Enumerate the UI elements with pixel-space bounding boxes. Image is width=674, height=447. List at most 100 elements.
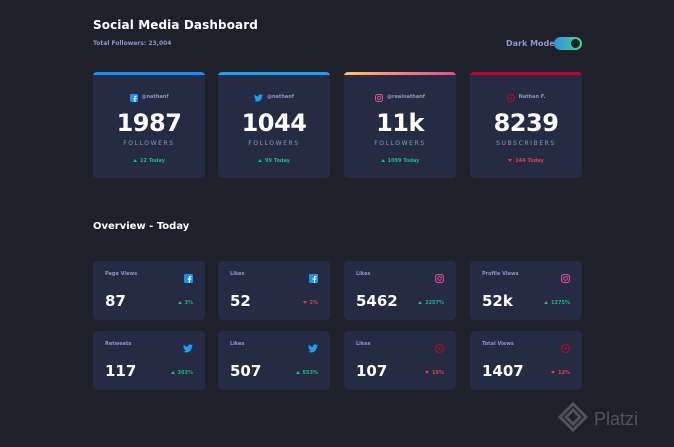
overview-value: 87 <box>105 292 126 310</box>
overview-value: 117 <box>105 362 137 380</box>
twitter-icon <box>183 338 193 357</box>
follower-unit: FOLLOWERS <box>248 140 300 147</box>
arrow-up-icon <box>295 371 300 374</box>
follower-count: 1044 <box>241 109 307 137</box>
toggle-knob <box>571 39 580 48</box>
overview-label: Page Views <box>105 271 138 277</box>
card-handle: @realnathanf <box>387 93 425 100</box>
overview-change: 3% <box>177 300 194 306</box>
today-change-text: 144 Today <box>515 158 544 164</box>
platzi-watermark: Platzi <box>557 401 639 436</box>
follower-unit: SUBSCRIBERS <box>496 140 556 147</box>
overview-card-retweets[interactable]: Retweets 117 303% <box>93 331 205 390</box>
today-change-text: 1099 Today <box>387 158 420 164</box>
watermark-text: Platzi <box>594 408 639 429</box>
facebook-icon <box>184 268 193 287</box>
overview-label: Likes <box>230 271 245 277</box>
card-accent-bar <box>218 72 330 75</box>
overview-card-instagram-likes[interactable]: Likes 5462 2257% <box>344 261 456 320</box>
overview-label: Total Views <box>482 341 514 347</box>
youtube-icon <box>435 338 444 357</box>
today-change-text: 99 Today <box>265 158 290 164</box>
youtube-icon <box>561 338 570 357</box>
overview-label: Likes <box>356 271 371 277</box>
instagram-icon <box>375 87 384 106</box>
overview-card-profile-views[interactable]: Profile Views 52k 1375% <box>470 261 582 320</box>
overview-value: 107 <box>356 362 388 380</box>
overview-change: 12% <box>551 370 570 376</box>
overview-change: 1375% <box>544 300 570 306</box>
page-title: Social Media Dashboard <box>93 18 258 32</box>
card-handle: @nathanf <box>141 93 169 100</box>
overview-value: 1407 <box>482 362 524 380</box>
overview-value: 507 <box>230 362 262 380</box>
overview-label: Likes <box>356 341 371 347</box>
card-instagram[interactable]: @realnathanf 11k FOLLOWERS 1099 Today <box>344 72 456 178</box>
follower-count: 1987 <box>116 109 182 137</box>
overview-card-twitter-likes[interactable]: Likes 507 553% <box>218 331 330 390</box>
overview-title: Overview - Today <box>93 221 190 232</box>
card-facebook[interactable]: @nathanf 1987 FOLLOWERS 12 Today <box>93 72 205 178</box>
arrow-down-icon <box>425 371 430 374</box>
instagram-icon <box>561 268 570 287</box>
overview-change-text: 303% <box>177 370 193 376</box>
overview-card-page-views[interactable]: Page Views 87 3% <box>93 261 205 320</box>
today-change-text: 12 Today <box>140 158 165 164</box>
arrow-up-icon <box>133 159 138 162</box>
facebook-icon <box>309 268 318 287</box>
dark-mode-label: Dark Mode <box>506 39 555 48</box>
card-accent-bar <box>93 72 205 75</box>
card-handle: @nathanf <box>267 93 294 100</box>
overview-label: Likes <box>230 341 245 347</box>
arrow-up-icon <box>170 371 175 374</box>
overview-card-facebook-likes[interactable]: Likes 52 2% <box>218 261 330 320</box>
youtube-icon <box>506 87 515 106</box>
arrow-up-icon <box>544 301 549 304</box>
overview-label: Retweets <box>105 341 132 347</box>
card-handle: Nathan F. <box>518 93 546 100</box>
instagram-icon <box>435 268 444 287</box>
overview-value: 52k <box>482 292 513 310</box>
arrow-up-icon <box>380 159 385 162</box>
overview-change: 19% <box>425 370 444 376</box>
arrow-down-icon <box>508 159 513 162</box>
overview-change-text: 553% <box>302 370 318 376</box>
overview-change: 2% <box>302 300 319 306</box>
follower-unit: FOLLOWERS <box>374 140 426 147</box>
dark-mode-toggle[interactable] <box>554 37 582 50</box>
today-change: 12 Today <box>93 158 205 164</box>
platzi-logo-icon <box>557 401 589 436</box>
arrow-down-icon <box>302 301 307 304</box>
twitter-icon <box>254 87 263 106</box>
today-change: 99 Today <box>218 158 330 164</box>
overview-change-text: 3% <box>184 300 194 306</box>
overview-change: 553% <box>295 370 318 376</box>
follower-count: 8239 <box>493 109 559 137</box>
arrow-up-icon <box>418 301 423 304</box>
card-accent-bar <box>470 72 582 75</box>
overview-change-text: 2257% <box>425 300 444 306</box>
overview-value: 52 <box>230 292 251 310</box>
overview-card-youtube-likes[interactable]: Likes 107 19% <box>344 331 456 390</box>
overview-change: 303% <box>170 370 193 376</box>
overview-change-text: 1375% <box>551 300 570 306</box>
follower-count: 11k <box>376 109 424 137</box>
follower-unit: FOLLOWERS <box>123 140 175 147</box>
overview-change-text: 19% <box>432 370 444 376</box>
today-change: 144 Today <box>470 158 582 164</box>
card-twitter[interactable]: @nathanf 1044 FOLLOWERS 99 Today <box>218 72 330 178</box>
overview-card-total-views[interactable]: Total Views 1407 12% <box>470 331 582 390</box>
twitter-icon <box>308 338 318 357</box>
overview-change: 2257% <box>418 300 444 306</box>
card-accent-bar <box>344 72 456 75</box>
arrow-up-icon <box>258 159 263 162</box>
arrow-down-icon <box>551 371 556 374</box>
overview-change-text: 2% <box>309 300 319 306</box>
overview-value: 5462 <box>356 292 398 310</box>
today-change: 1099 Today <box>344 158 456 164</box>
total-followers: Total Followers: 23,004 <box>93 40 172 47</box>
facebook-icon <box>129 87 138 106</box>
overview-change-text: 12% <box>558 370 570 376</box>
card-youtube[interactable]: Nathan F. 8239 SUBSCRIBERS 144 Today <box>470 72 582 178</box>
arrow-up-icon <box>177 301 182 304</box>
